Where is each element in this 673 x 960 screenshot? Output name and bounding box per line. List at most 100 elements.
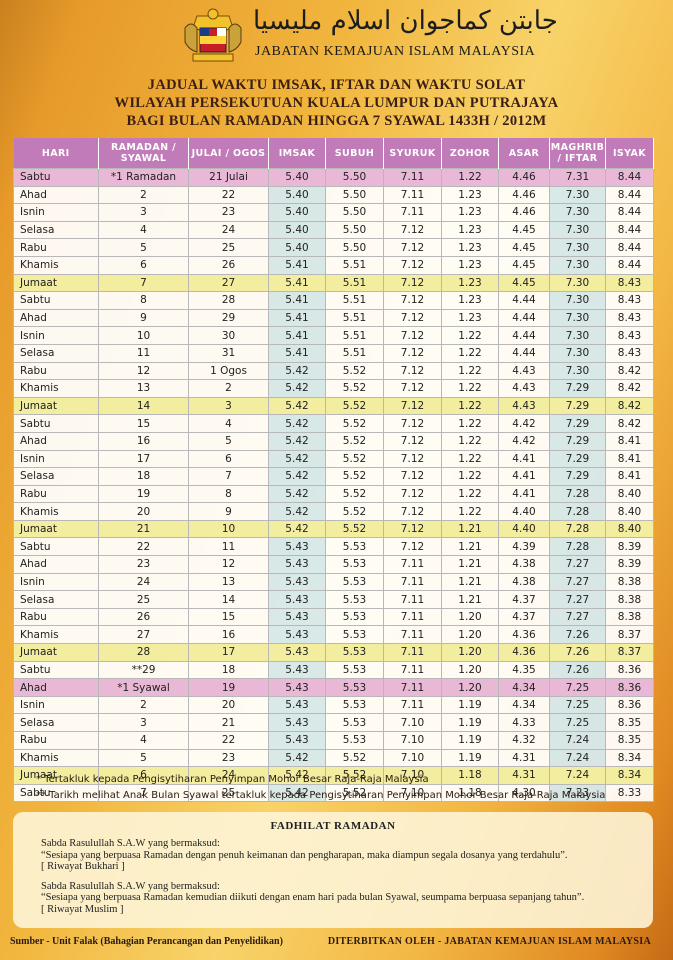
table-cell: 1.19 <box>441 713 499 732</box>
table-cell: 8.44 <box>605 255 654 275</box>
department-name: JABATAN KEMAJUAN ISLAM MALAYSIA <box>255 44 536 59</box>
table-cell: 7.30 <box>549 343 606 363</box>
table-cell: 7.29 <box>549 379 606 398</box>
table-cell: 16 <box>98 431 189 451</box>
table-cell: 5.50 <box>325 220 384 240</box>
table-cell: 3 <box>98 203 189 222</box>
table-cell: 5.51 <box>325 326 384 345</box>
table-row: Khamis 13 2 5.42 5.52 7.12 1.22 4.43 7.29 8.42 <box>13 379 654 398</box>
table-cell: 4 <box>188 414 269 433</box>
table-cell: 7.12 <box>383 467 442 486</box>
table-cell: 8.38 <box>605 572 654 592</box>
table-cell: 5.43 <box>268 590 326 609</box>
table-cell: 7.30 <box>549 203 606 222</box>
table-cell: 5.52 <box>325 396 384 416</box>
table-cell: 5.43 <box>268 678 326 697</box>
table-cell: 8.39 <box>605 555 654 574</box>
table-cell: 7.31 <box>549 168 606 187</box>
table-cell: 7 <box>98 273 189 293</box>
table-cell: Selasa <box>13 590 99 609</box>
table-row: Jumaat 7 27 5.41 5.51 7.12 1.23 4.45 7.30 8.43 <box>13 273 654 293</box>
hadith-1-text: “Sesiapa yang berpuasa Ramadan dengan pe… <box>41 849 568 861</box>
table-cell: 7.12 <box>383 273 442 293</box>
table-cell: 1.20 <box>441 678 499 697</box>
table-cell: 5.52 <box>325 519 384 539</box>
table-cell: 8.42 <box>605 361 654 381</box>
table-cell: 8.40 <box>605 502 654 521</box>
table-cell: 7.27 <box>549 607 606 627</box>
footnotes: * Tertakluk kepada Pengisytiharan Penyim… <box>36 772 605 804</box>
table-cell: 7.28 <box>549 519 606 539</box>
table-cell: 7.30 <box>549 273 606 293</box>
table-cell: 7.30 <box>549 326 606 345</box>
table-cell: 8.43 <box>605 308 654 328</box>
table-cell: Ahad <box>13 308 99 328</box>
table-cell: 4.41 <box>498 449 550 469</box>
table-cell: 8.42 <box>605 396 654 416</box>
table-cell: 7.30 <box>549 308 606 328</box>
table-cell: Sabtu <box>13 414 99 433</box>
table-cell: Rabu <box>13 607 99 627</box>
table-cell: 4.42 <box>498 431 550 451</box>
table-cell: 7.27 <box>549 555 606 574</box>
table-cell: Sabtu <box>13 168 99 187</box>
table-cell: 21 <box>98 519 189 539</box>
table-row: Selasa 25 14 5.43 5.53 7.11 1.21 4.37 7.27 8.38 <box>13 590 654 609</box>
table-row: Rabu 5 25 5.40 5.50 7.12 1.23 4.45 7.30 8.44 <box>13 238 654 257</box>
table-cell: 5.43 <box>268 660 326 680</box>
table-cell: 1.22 <box>441 467 499 486</box>
table-cell: 5.42 <box>268 449 326 469</box>
table-cell: 23 <box>98 555 189 574</box>
table-cell: 7.12 <box>383 238 442 257</box>
table-cell: 4.40 <box>498 502 550 521</box>
table-cell: 5.52 <box>325 484 384 504</box>
table-cell: 8.34 <box>605 748 654 768</box>
table-row: Rabu 26 15 5.43 5.53 7.11 1.20 4.37 7.27 8.38 <box>13 607 654 627</box>
table-cell: 5.52 <box>325 414 384 433</box>
hadith-2: Sabda Rasulullah S.A.W yang bermaksud: “… <box>41 881 653 916</box>
table-cell: 7.27 <box>549 572 606 592</box>
hadith-1-source: [ Riwayat Bukhari ] <box>41 861 125 872</box>
table-cell: 4.43 <box>498 396 550 416</box>
table-cell: 7.10 <box>383 713 442 732</box>
table-cell: 5.43 <box>268 713 326 732</box>
table-cell: Selasa <box>13 713 99 732</box>
hadith-2-source: [ Riwayat Muslim ] <box>41 903 124 915</box>
table-cell: 4.45 <box>498 220 550 240</box>
table-cell: 5 <box>98 238 189 257</box>
table-cell: 8.35 <box>605 731 654 750</box>
table-cell: 8.43 <box>605 326 654 345</box>
table-cell: 5.52 <box>325 379 384 398</box>
table-cell: 27 <box>188 273 269 293</box>
table-cell: 4.46 <box>498 168 550 187</box>
table-cell: 5.41 <box>268 308 326 328</box>
table-row: Jumaat 21 10 5.42 5.52 7.12 1.21 4.40 7.28 8.40 <box>13 519 654 539</box>
table-cell: Khamis <box>13 255 99 275</box>
table-cell: 5.42 <box>268 396 326 416</box>
hadith-2-intro: Sabda Rasulullah S.A.W yang bermaksud: <box>41 880 220 892</box>
table-cell: 11 <box>188 537 269 557</box>
table-row: Khamis 27 16 5.43 5.53 7.11 1.20 4.36 7.26 8.37 <box>13 625 654 645</box>
table-cell: 5.52 <box>325 361 384 381</box>
table-cell: 1.22 <box>441 502 499 521</box>
table-cell: 5.52 <box>325 431 384 451</box>
table-cell: 5.53 <box>325 607 384 627</box>
table-cell: 5.43 <box>268 572 326 592</box>
table-cell: 1.22 <box>441 343 499 363</box>
table-cell: 5.51 <box>325 255 384 275</box>
table-cell: 7.29 <box>549 449 606 469</box>
table-cell: 1.18 <box>441 766 499 785</box>
malaysia-coat-of-arms-icon <box>184 8 242 62</box>
table-cell: 5.51 <box>325 343 384 363</box>
table-cell: 7 <box>188 467 269 486</box>
table-row: Khamis 6 26 5.41 5.51 7.12 1.23 4.45 7.30 8.44 <box>13 255 654 275</box>
table-cell: 7.11 <box>383 590 442 609</box>
table-cell: Jumaat <box>13 766 99 785</box>
table-cell: 8.36 <box>605 678 654 697</box>
table-cell: 7.11 <box>383 572 442 592</box>
table-cell: 8.43 <box>605 343 654 363</box>
table-cell: 1.23 <box>441 308 499 328</box>
table-cell: Khamis <box>13 379 99 398</box>
table-cell: 7.26 <box>549 643 606 662</box>
table-row: Sabtu **29 18 5.43 5.53 7.11 1.20 4.35 7.26 8.36 <box>13 660 654 680</box>
